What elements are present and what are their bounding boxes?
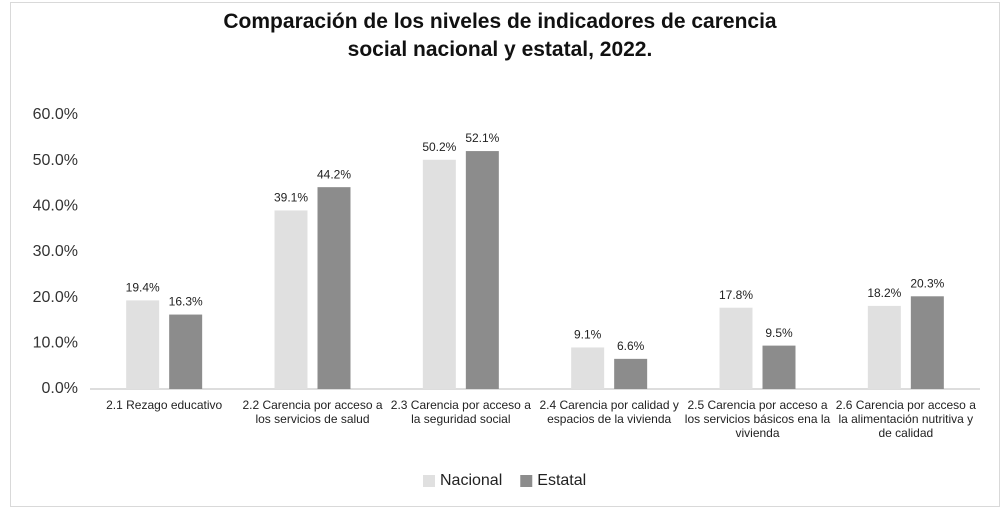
x-tick-label: 2.1 Rezago educativo (106, 398, 223, 412)
bar (719, 307, 753, 389)
legend-label: Estatal (537, 472, 586, 489)
y-tick-label: 10.0% (33, 335, 78, 352)
data-label: 20.3% (910, 276, 944, 290)
data-label: 18.2% (867, 286, 901, 300)
bar (169, 314, 203, 389)
legend-swatch (520, 475, 533, 487)
bar (465, 151, 499, 389)
y-tick-label: 50.0% (33, 152, 78, 169)
y-tick-label: 20.0% (33, 289, 78, 306)
bar (422, 159, 456, 389)
data-label: 9.1% (574, 328, 602, 342)
bar (317, 187, 351, 389)
chart-title: Comparación de los niveles de indicadore… (223, 10, 777, 61)
data-label: 16.3% (169, 295, 203, 309)
bar (274, 210, 308, 389)
bar (614, 358, 648, 389)
data-label: 19.4% (126, 281, 160, 295)
data-label: 9.5% (765, 326, 793, 340)
data-label: 44.2% (317, 167, 351, 181)
bar (910, 296, 944, 389)
data-label: 6.6% (617, 339, 645, 353)
bar (867, 305, 901, 389)
data-label: 39.1% (274, 191, 308, 205)
bar (762, 345, 796, 389)
y-tick-label: 30.0% (33, 243, 78, 260)
x-tick-label: 2.2 Carencia por acceso a los servicios … (242, 398, 383, 426)
legend-label: Nacional (440, 472, 502, 489)
y-tick-label: 40.0% (33, 198, 78, 215)
x-tick-label: 2.4 Carencia por calidad y espacios de l… (539, 398, 679, 426)
data-label: 52.1% (465, 131, 499, 145)
data-label: 50.2% (422, 140, 456, 154)
y-tick-label: 0.0% (42, 380, 78, 397)
y-tick-label: 60.0% (33, 106, 78, 123)
legend-swatch (423, 475, 435, 487)
x-tick-label: 2.3 Carencia por acceso a la seguridad s… (390, 398, 531, 426)
bar (126, 300, 160, 389)
x-tick-label: 2.6 Carencia por acceso a la alimentació… (835, 398, 976, 440)
bar (571, 347, 605, 389)
chart-frame (10, 2, 1000, 507)
x-tick-label: 2.5 Carencia por acceso a los servicios … (684, 398, 831, 440)
data-label: 17.8% (719, 288, 753, 302)
